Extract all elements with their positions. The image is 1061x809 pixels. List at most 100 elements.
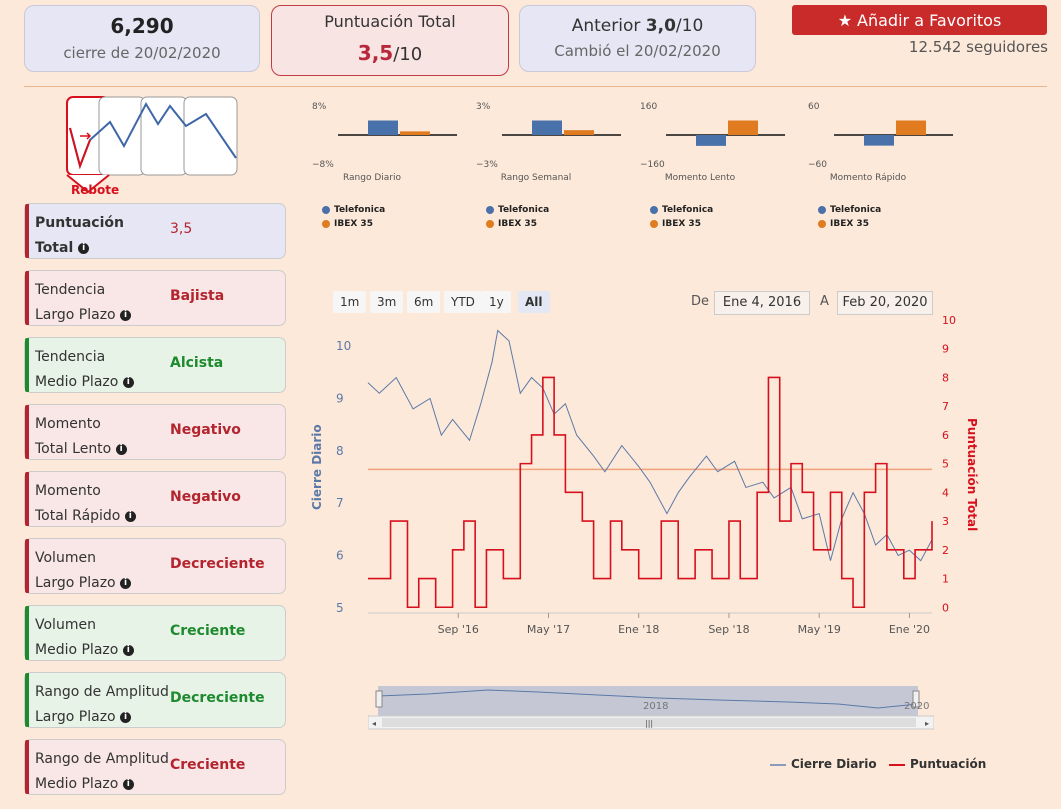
y-tick-right: 5 <box>942 458 949 471</box>
info-icon[interactable]: i <box>122 644 134 656</box>
status-bar <box>25 472 29 526</box>
mini-bar-ibex <box>400 131 430 135</box>
price-value: 6,290 <box>110 14 174 38</box>
followers-count: 12.542 seguidores <box>908 38 1048 56</box>
previous-max: /10 <box>675 16 704 36</box>
y-tick-left: 8 <box>336 444 344 458</box>
status-label: Momento Total Rápido i <box>35 479 175 529</box>
x-tick-label: May '17 <box>527 623 570 636</box>
y-tick-left: 6 <box>336 548 344 562</box>
y-tick-left: 7 <box>336 496 344 510</box>
y-tick-left: 9 <box>336 391 344 405</box>
info-icon[interactable]: i <box>124 510 136 522</box>
mini-max-label: 60 <box>808 102 820 112</box>
x-tick-label: Ene '20 <box>889 623 930 636</box>
mini-legend: Telefonica IBEX 35 <box>818 203 881 231</box>
status-value: Decreciente <box>170 556 265 572</box>
info-icon[interactable]: i <box>122 778 134 790</box>
score-title: Puntuación Total <box>324 12 456 31</box>
mini-bar-ibex <box>564 130 594 135</box>
status-bar <box>25 606 29 660</box>
divider <box>24 86 1047 87</box>
navigator-left-handle[interactable] <box>375 690 383 708</box>
status-value: 3,5 <box>170 221 193 237</box>
add-favorite-button[interactable]: ★ Añadir a Favoritos <box>792 5 1047 35</box>
status-bar <box>25 271 29 325</box>
status-card-8[interactable]: Rango de Amplitud Medio Plazo i Creciente <box>24 739 286 795</box>
status-card-4[interactable]: Momento Total Rápido i Negativo <box>24 471 286 527</box>
status-label: Tendencia Medio Plazo i <box>35 345 175 395</box>
y-tick-right: 8 <box>942 371 949 384</box>
range-button-3m[interactable]: 3m <box>370 291 404 313</box>
svg-text:|||: ||| <box>645 719 653 728</box>
mini-min-label: −60 <box>808 160 827 168</box>
price-date: cierre de 20/02/2020 <box>63 44 221 62</box>
mini-legend: Telefonica IBEX 35 <box>322 203 385 231</box>
range-button-1m[interactable]: 1m <box>333 291 367 313</box>
info-icon[interactable]: i <box>115 443 127 455</box>
status-value: Alcista <box>170 355 224 371</box>
status-card-0[interactable]: Puntuación Total i 3,5 <box>24 203 286 259</box>
svg-text:▸: ▸ <box>925 719 929 728</box>
navigator[interactable]: ◂ ▸ ||| <box>368 686 934 730</box>
status-value: Negativo <box>170 489 241 505</box>
range-button-6m[interactable]: 6m <box>407 291 441 313</box>
score-max: /10 <box>393 44 423 65</box>
status-label: Volumen Largo Plazo i <box>35 546 175 596</box>
score-card: Puntuación Total 3,5/10 <box>271 5 509 76</box>
mini-bar-telefonica <box>368 120 398 135</box>
y-tick-left: 5 <box>336 601 344 615</box>
mini-bar-ibex <box>728 120 758 135</box>
info-icon[interactable]: i <box>120 577 132 589</box>
series-cierre-diario <box>367 329 933 562</box>
info-icon[interactable]: i <box>120 309 132 321</box>
pattern-label: Rebote <box>71 183 120 197</box>
y-tick-right: 0 <box>942 601 949 614</box>
info-icon[interactable]: i <box>78 242 90 254</box>
mini-min-label: −160 <box>640 160 665 168</box>
info-icon[interactable]: i <box>122 376 134 388</box>
mini-chart-0: 8% −8% Rango Diario Telefonica IBEX 35 <box>312 98 457 238</box>
legend-price[interactable]: Cierre Diario <box>770 757 877 771</box>
navigator-right-handle[interactable] <box>912 690 920 708</box>
range-button-ytd[interactable]: YTD <box>444 291 482 313</box>
range-button-1y[interactable]: 1y <box>482 291 511 313</box>
mini-bar-telefonica <box>864 135 894 146</box>
status-bar <box>25 405 29 459</box>
status-card-7[interactable]: Rango de Amplitud Largo Plazo i Decrecient… <box>24 672 286 728</box>
status-label: Volumen Medio Plazo i <box>35 613 175 663</box>
star-icon: ★ <box>837 10 853 30</box>
y-axis-label-left: Cierre Diario <box>310 424 324 510</box>
y-tick-right: 1 <box>942 573 949 586</box>
y-tick-left: 10 <box>336 339 351 353</box>
status-bar <box>25 338 29 392</box>
info-icon[interactable]: i <box>120 711 132 723</box>
mini-max-label: 8% <box>312 102 327 112</box>
score-value: 3,5 <box>357 41 394 65</box>
status-value: Decreciente <box>170 690 265 706</box>
from-date-input[interactable]: Ene 4, 2016 <box>714 291 810 315</box>
from-label: De <box>691 294 710 309</box>
pattern-thumbnail <box>66 96 238 194</box>
status-label: Tendencia Largo Plazo i <box>35 278 175 328</box>
status-card-5[interactable]: Volumen Largo Plazo i Decreciente <box>24 538 286 594</box>
mini-legend: Telefonica IBEX 35 <box>650 203 713 231</box>
mini-bar-telefonica <box>532 120 562 135</box>
to-date-input[interactable]: Feb 20, 2020 <box>837 291 933 315</box>
mini-chart-1: 3% −3% Rango Semanal Telefonica IBEX 35 <box>476 98 621 238</box>
status-card-3[interactable]: Momento Total Lento i Negativo <box>24 404 286 460</box>
legend-score[interactable]: Puntuación <box>889 757 986 771</box>
price-card: 6,290 cierre de 20/02/2020 <box>24 5 260 72</box>
status-card-6[interactable]: Volumen Medio Plazo i Creciente <box>24 605 286 661</box>
mini-name: Rango Diario <box>342 173 401 183</box>
range-button-all[interactable]: All <box>518 291 550 313</box>
status-card-2[interactable]: Tendencia Medio Plazo i Alcista <box>24 337 286 393</box>
navigator-scrollbar[interactable] <box>382 718 916 727</box>
mini-name: Rango Semanal <box>500 173 572 183</box>
mini-name: Momento Lento <box>664 173 736 183</box>
svg-text:◂: ◂ <box>372 719 376 728</box>
status-card-1[interactable]: Tendencia Largo Plazo i Bajista <box>24 270 286 326</box>
y-tick-right: 4 <box>942 486 949 499</box>
status-value: Creciente <box>170 757 246 773</box>
mini-chart-2: 160 −160 Momento Lento Telefonica IBEX 35 <box>640 98 785 238</box>
